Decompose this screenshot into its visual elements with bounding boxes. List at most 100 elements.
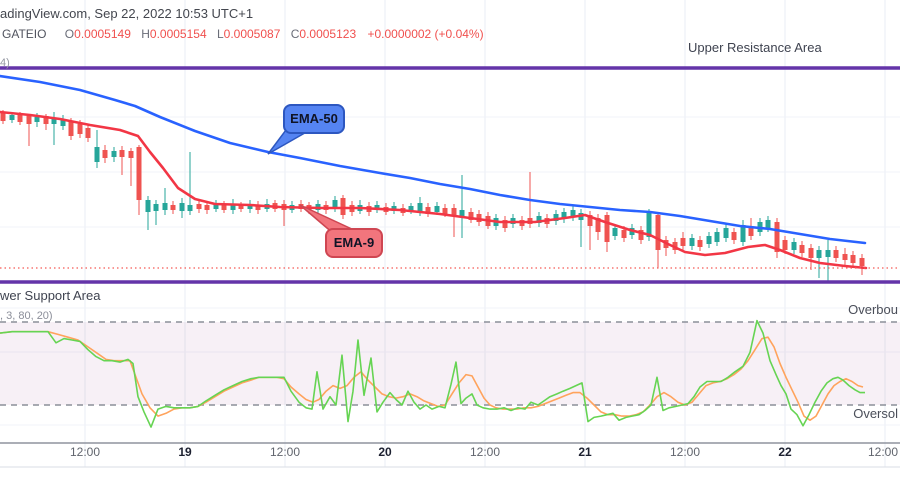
high-value: 0.0005154 xyxy=(149,27,207,41)
candle-body xyxy=(791,242,797,250)
candle-body xyxy=(128,151,134,158)
stoch-k-line xyxy=(0,319,865,428)
candle-body xyxy=(799,245,805,253)
candle-body xyxy=(85,128,91,138)
symbol-ohlc-row[interactable]: GATEIO O0.0005149 H0.0005154 L0.0005087 … xyxy=(2,27,484,41)
candle-body xyxy=(153,204,159,211)
candle-body xyxy=(689,238,695,246)
candle-body xyxy=(774,222,780,252)
candle-body xyxy=(561,212,567,219)
open-value: 0.0005149 xyxy=(74,27,131,41)
exchange-name: GATEIO xyxy=(2,27,47,41)
candle-body xyxy=(0,113,6,121)
candle-body xyxy=(9,115,15,120)
candle-body xyxy=(859,258,865,266)
candle-body xyxy=(459,210,465,216)
candle-body xyxy=(638,230,644,240)
candle-body xyxy=(26,116,32,124)
candle-body xyxy=(187,205,193,211)
close-label: C xyxy=(290,27,300,41)
candle-body xyxy=(604,215,610,242)
stoch-settings-label[interactable]: , 3, 80, 20) xyxy=(0,310,53,322)
candle-body xyxy=(825,250,831,257)
candle-body xyxy=(536,216,542,223)
candle-body xyxy=(119,150,125,157)
candle-body xyxy=(833,250,839,258)
time-tick: 12:00 xyxy=(867,445,899,459)
candle-body xyxy=(714,232,720,242)
candle-body xyxy=(425,207,431,214)
ema-lines xyxy=(0,74,868,270)
candle-body xyxy=(706,236,712,244)
open-label: O xyxy=(64,27,75,41)
ema9-label-bubble[interactable]: EMA-9 xyxy=(325,228,383,258)
time-tick: 12:00 xyxy=(69,445,101,459)
time-tick: 12:00 xyxy=(669,445,701,459)
candle-body xyxy=(697,240,703,247)
candle-body xyxy=(723,228,729,238)
candle-body xyxy=(247,204,253,209)
candle-body xyxy=(170,205,176,210)
time-axis[interactable]: 12:00 19 12:00 20 12:00 21 12:00 22 12:00 xyxy=(0,445,900,463)
candle-body xyxy=(740,225,746,242)
candle-body xyxy=(587,215,593,226)
low-label: L xyxy=(216,27,224,41)
stochastic-lines xyxy=(0,319,865,428)
oversold-label: Oversol xyxy=(853,406,898,421)
candle-body xyxy=(850,255,856,263)
candle-body xyxy=(748,228,754,236)
upper-resistance-label: Upper Resistance Area xyxy=(688,40,822,55)
candle-body xyxy=(655,215,661,250)
time-tick: 22 xyxy=(778,445,792,459)
candle-body xyxy=(179,203,185,211)
low-value: 0.0005087 xyxy=(223,27,281,41)
candle-body xyxy=(77,124,83,134)
candle-body xyxy=(621,230,627,238)
candle-body xyxy=(612,228,618,236)
time-tick: 12:00 xyxy=(269,445,301,459)
candle-body xyxy=(731,232,737,240)
time-tick: 20 xyxy=(378,445,392,459)
change-value: +0.0000002 (+0.04%) xyxy=(367,27,484,41)
candle-body xyxy=(34,117,40,122)
candle-body xyxy=(68,121,74,136)
candle-body xyxy=(646,213,652,237)
candle-body xyxy=(374,205,380,210)
stoch-band xyxy=(0,321,900,406)
candle-body xyxy=(468,212,474,220)
candle-body xyxy=(782,240,788,250)
candle-body xyxy=(808,248,814,258)
candle-body xyxy=(502,220,508,228)
candle-body xyxy=(60,119,66,126)
candle-body xyxy=(451,208,457,215)
ema50-line xyxy=(0,74,867,245)
overbought-label: Overbou xyxy=(848,302,898,317)
candle-body xyxy=(553,214,559,221)
candle-body xyxy=(255,205,261,210)
candle-body xyxy=(145,200,151,212)
candle-body xyxy=(442,208,448,214)
candle-body xyxy=(17,114,23,122)
candle-body xyxy=(680,238,686,246)
time-tick: 12:00 xyxy=(469,445,501,459)
candle-body xyxy=(196,204,202,209)
close-value: 0.0005123 xyxy=(299,27,357,41)
candle-body xyxy=(213,204,219,209)
candle-body xyxy=(43,116,49,124)
ema50-label-bubble[interactable]: EMA-50 xyxy=(283,104,345,134)
candle-body xyxy=(51,118,57,124)
candle-body xyxy=(816,250,822,258)
candle-body xyxy=(340,198,346,215)
candle-body xyxy=(570,210,576,217)
candlesticks xyxy=(0,110,865,282)
candle-body xyxy=(595,218,601,232)
candle-body xyxy=(332,200,338,208)
tradingview-credit: adingView.com, Sep 22, 2022 10:53 UTC+1 xyxy=(0,6,254,21)
candle-body xyxy=(765,220,771,228)
lower-support-label: wer Support Area xyxy=(0,288,101,303)
time-tick: 19 xyxy=(178,445,192,459)
ema9-line xyxy=(0,110,868,270)
candle-body xyxy=(221,205,227,210)
